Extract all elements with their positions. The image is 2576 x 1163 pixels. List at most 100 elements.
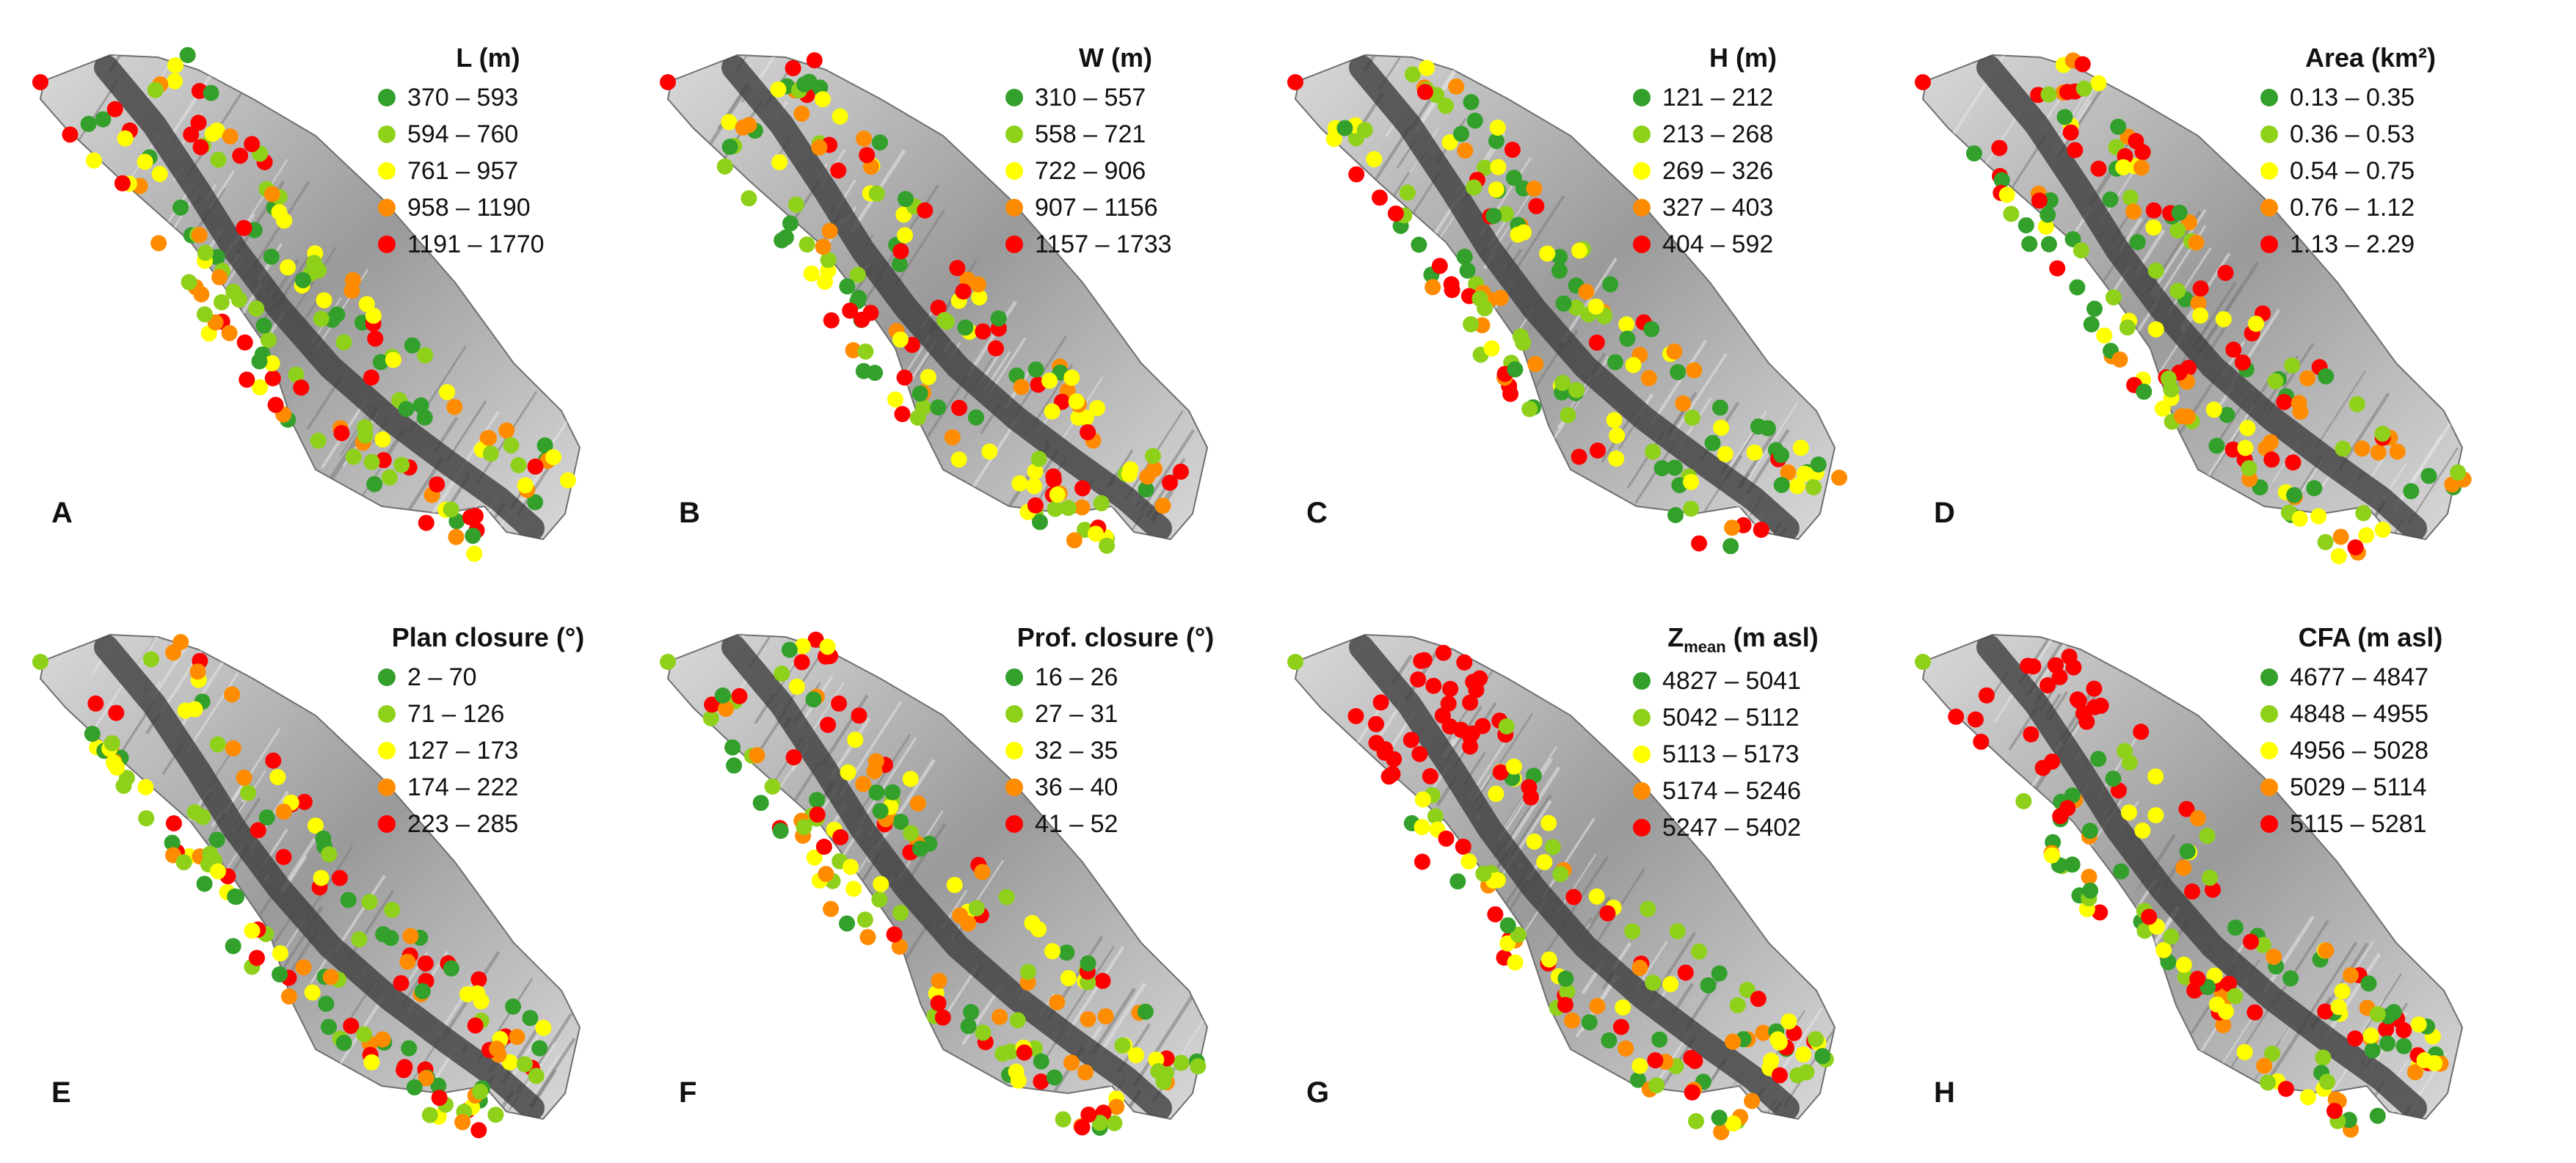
cirque-dot <box>2327 1091 2344 1108</box>
cirque-dot <box>1780 1013 1797 1030</box>
cirque-dot <box>2031 192 2048 209</box>
cirque-dot <box>2064 787 2081 804</box>
legend-label: 370 – 593 <box>407 83 519 112</box>
cirque-dot <box>1588 888 1605 905</box>
cirque-dot <box>1507 361 1524 378</box>
legend-label: 127 – 173 <box>407 736 519 765</box>
cirque-dot <box>181 274 197 291</box>
cirque-dot <box>806 52 823 69</box>
cirque-dot <box>1114 1037 1131 1054</box>
cirque-dot <box>2017 217 2034 234</box>
map-panel-g: Zmean (m asl) 4827 – 5041 5042 – 5112 5113 … <box>1255 580 1882 1159</box>
legend-item: 310 – 557 <box>1005 79 1226 116</box>
cirque-dot <box>2179 408 2196 425</box>
cirque-dot <box>2234 354 2251 371</box>
cirque-dot <box>920 368 936 385</box>
panel-letter: C <box>1306 497 1328 529</box>
cirque-dot <box>535 1019 552 1036</box>
cirque-dot <box>2217 264 2234 281</box>
cirque-dot <box>2113 863 2130 880</box>
cirque-dot <box>2276 393 2293 410</box>
cirque-dot <box>263 355 280 372</box>
cirque-dot <box>2374 521 2391 538</box>
cirque-dot <box>2040 86 2057 103</box>
legend-dot-icon <box>1633 125 1651 143</box>
legend-item: 32 – 35 <box>1005 732 1226 769</box>
cirque-dot <box>2021 236 2038 252</box>
cirque-dot <box>2136 383 2153 400</box>
legend-dot-icon <box>1005 236 1023 253</box>
cirque-dot <box>321 846 338 863</box>
legend-dot-icon <box>2260 199 2278 216</box>
cirque-dot <box>1068 393 1085 410</box>
legend: Prof. closure (°) 16 – 26 27 – 31 32 – 35 36… <box>1005 622 1226 842</box>
legend-dot-icon <box>378 89 396 106</box>
cirque-dot <box>718 701 734 718</box>
cirque-dot <box>788 678 805 695</box>
cirque-dot <box>912 385 928 402</box>
cirque-dot <box>2227 988 2244 1005</box>
cirque-dot <box>1510 926 1527 943</box>
cirque-dot <box>1122 461 1139 478</box>
cirque-dot <box>1173 463 1189 480</box>
cirque-dot <box>847 732 864 748</box>
cirque-dot <box>1475 865 1492 882</box>
cirque-dot <box>2277 1081 2294 1097</box>
cirque-dot <box>2256 1057 2273 1074</box>
legend-label: 594 – 760 <box>407 120 519 148</box>
cirque-dot <box>1154 497 1171 514</box>
legend: W (m) 310 – 557 558 – 721 722 – 906 907 – 11… <box>1005 43 1226 263</box>
cirque-dot <box>2064 856 2081 873</box>
legend-dot-icon <box>2260 162 2278 180</box>
cirque-dot <box>934 1009 951 1026</box>
cirque-dot <box>1780 464 1797 481</box>
cirque-dot <box>293 379 310 396</box>
cirque-dot <box>1336 120 1353 136</box>
cirque-dot <box>823 900 840 917</box>
cirque-dot <box>2133 723 2150 740</box>
cirque-dot <box>873 875 889 892</box>
cirque-dot <box>248 300 265 317</box>
cirque-dot <box>2208 437 2225 454</box>
cirque-dot <box>872 134 888 151</box>
cirque-dot <box>1648 1077 1665 1094</box>
cirque-dot <box>1677 964 1694 981</box>
cirque-dot <box>1094 972 1111 989</box>
cirque-dot <box>431 1090 448 1107</box>
cirque-dot <box>2070 693 2087 710</box>
cirque-dot <box>2020 657 2037 674</box>
cirque-dot <box>103 734 120 751</box>
cirque-dot <box>975 323 992 340</box>
cirque-dot <box>1155 1073 1172 1090</box>
cirque-dot <box>811 139 828 156</box>
cirque-dot <box>446 398 463 415</box>
cirque-dot <box>191 227 208 244</box>
cirque-dot <box>367 330 384 347</box>
cirque-dot <box>2090 160 2107 177</box>
cirque-dot <box>2178 801 2195 817</box>
cirque-dot <box>203 84 219 101</box>
cirque-dot <box>1670 364 1687 381</box>
cirque-dot <box>1805 479 1822 496</box>
cirque-dot <box>1008 1063 1025 1080</box>
legend-item: 269 – 326 <box>1633 153 1853 189</box>
cirque-dot <box>1557 970 1574 987</box>
cirque-dot <box>2056 109 2073 125</box>
cirque-dot <box>1521 401 1538 418</box>
cirque-dot <box>851 707 867 724</box>
cirque-dot <box>227 888 244 905</box>
cirque-dot <box>1602 276 1619 293</box>
cirque-dot <box>509 1029 525 1046</box>
cirque-dot <box>62 126 79 143</box>
cirque-dot <box>931 972 947 989</box>
cirque-dot <box>1190 1058 1207 1075</box>
cirque-dot <box>1713 419 1730 436</box>
cirque-dot <box>951 399 967 416</box>
cirque-dot <box>2078 713 2095 730</box>
cirque-dot <box>2263 451 2280 468</box>
cirque-dot <box>772 823 789 839</box>
cirque-dot <box>1722 538 1739 555</box>
cirque-dot <box>1502 385 1519 402</box>
cirque-dot <box>224 686 241 703</box>
cirque-dot <box>1372 694 1389 711</box>
